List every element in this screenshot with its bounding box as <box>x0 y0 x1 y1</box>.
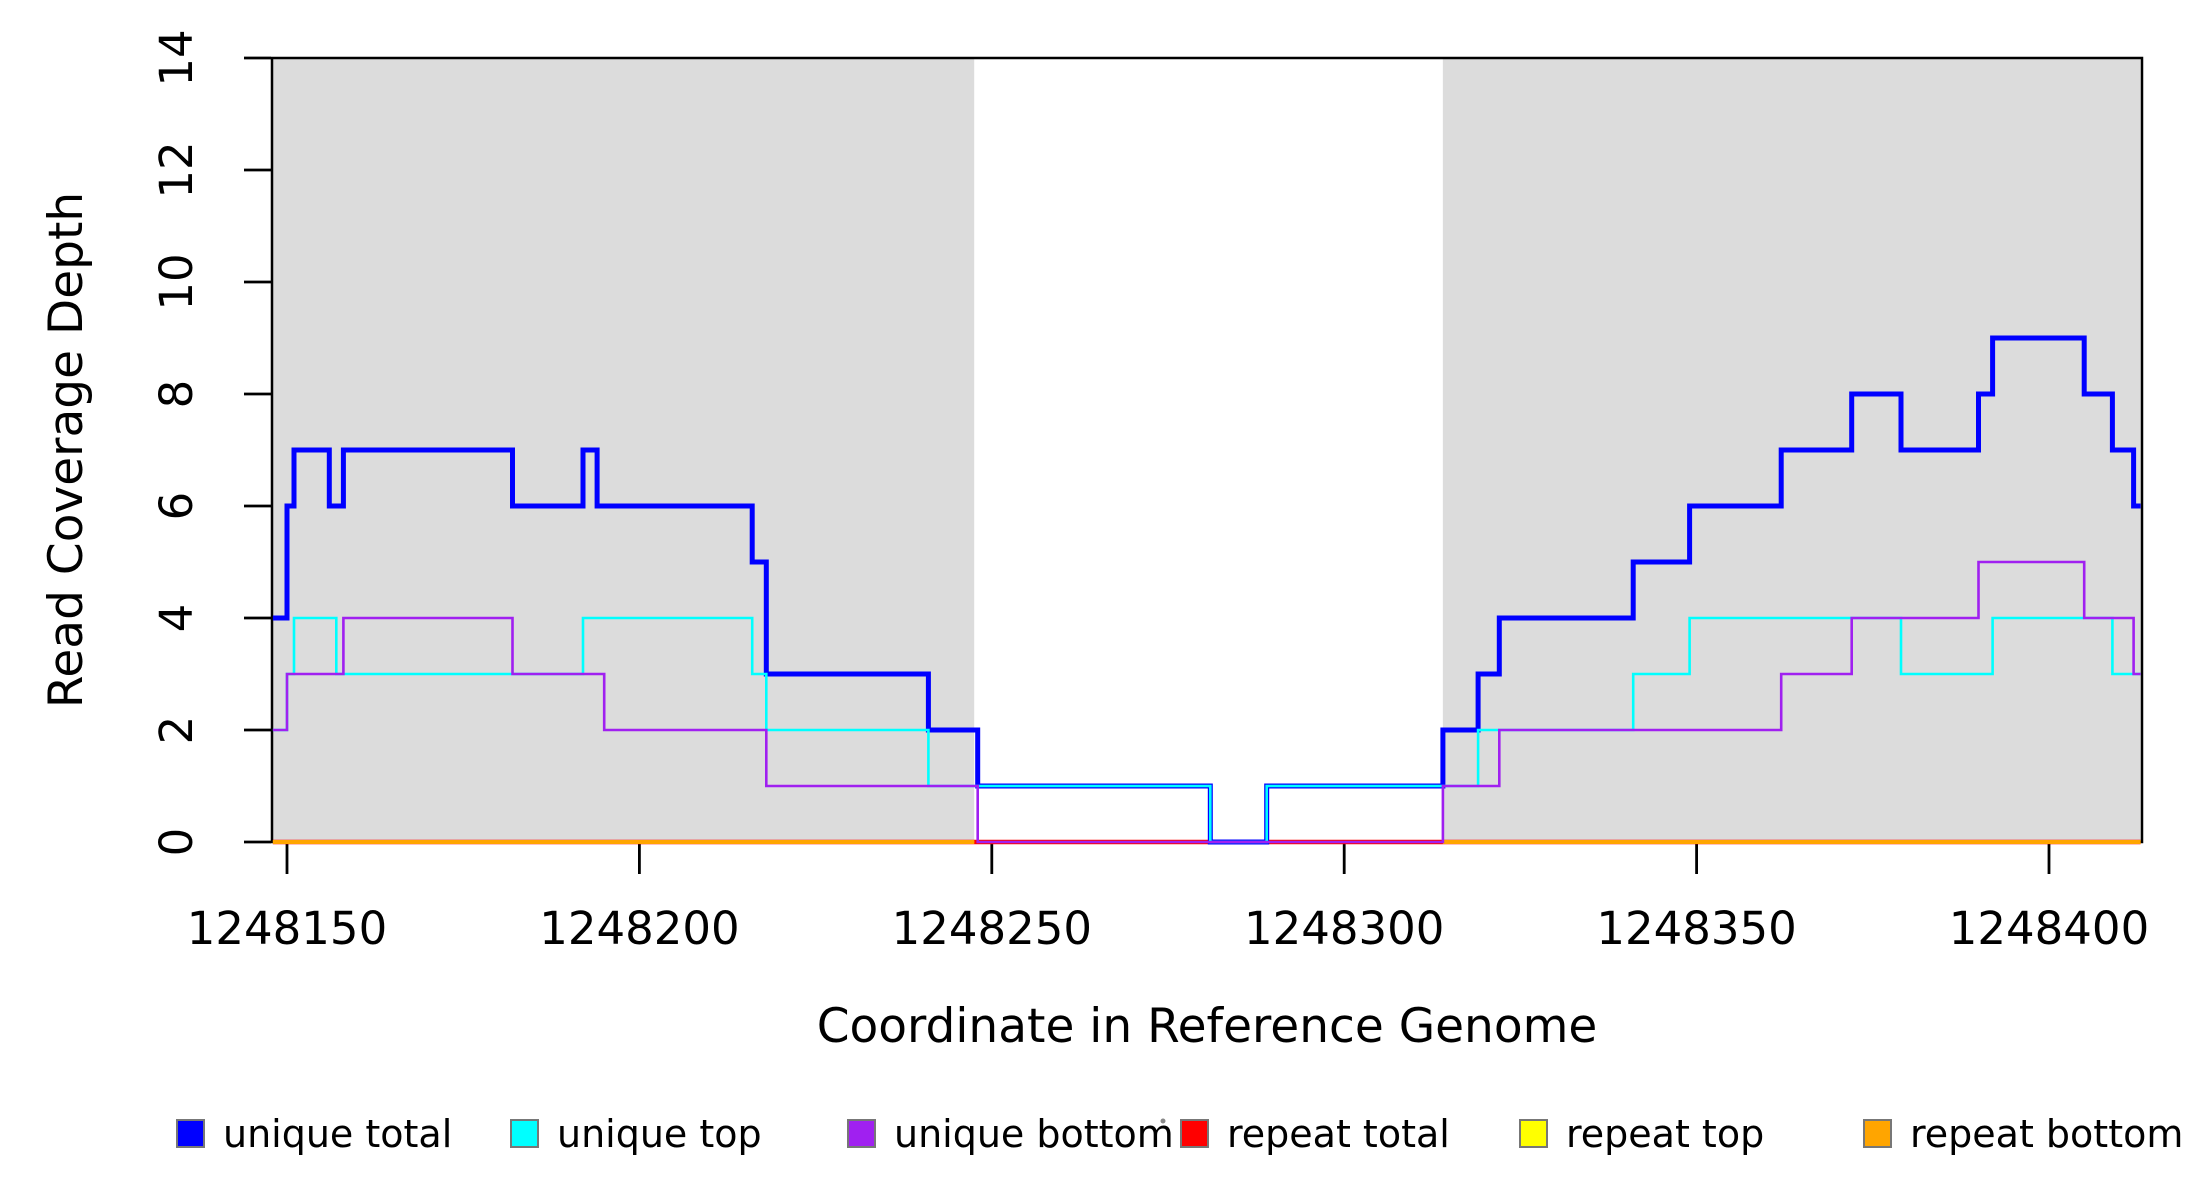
x-axis-title: Coordinate in Reference Genome <box>817 999 1598 1054</box>
series-line-unique-top <box>272 616 2141 844</box>
legend-swatch-unique-bottom <box>847 1119 876 1148</box>
legend-label-unique-top: unique top <box>557 1112 762 1156</box>
legend-label-repeat-top: repeat top <box>1566 1112 1764 1156</box>
y-tick-label: 4 <box>150 604 203 633</box>
legend-swatch-repeat-total <box>1180 1119 1209 1148</box>
legend-label-unique-bottom: unique bottom <box>894 1112 1174 1156</box>
legend-swatch-unique-top <box>510 1119 539 1148</box>
x-tick-label: 1248350 <box>1596 902 1796 955</box>
legend-item-unique-top: unique top <box>510 1112 762 1156</box>
legend-swatch-repeat-top <box>1519 1119 1548 1148</box>
y-tick-label: 10 <box>150 253 203 310</box>
legend-item-unique-total: unique total <box>176 1112 452 1156</box>
series-line-unique-bottom <box>272 560 2141 844</box>
x-tick-label: 1248300 <box>1244 902 1444 955</box>
y-axis-title: Read Coverage Depth <box>39 192 94 708</box>
y-tick-label: 2 <box>150 716 203 745</box>
legend-swatch-unique-total <box>176 1119 205 1148</box>
y-tick-label: 12 <box>150 141 203 198</box>
x-tick-label: 1248250 <box>892 902 1092 955</box>
coverage-lines <box>272 335 2141 845</box>
x-tick-label: 1248400 <box>1949 902 2149 955</box>
legend-label-repeat-total: repeat total <box>1227 1112 1450 1156</box>
legend-item-unique-bottom: unique bottom <box>847 1112 1174 1156</box>
legend-label-repeat-bottom: repeat bottom <box>1910 1112 2183 1156</box>
y-tick-label: 14 <box>150 29 203 86</box>
stray-mark-dot <box>1160 1118 1166 1124</box>
legend-item-repeat-top: repeat top <box>1519 1112 1764 1156</box>
axes: 1248150 1248200 1248250 1248300 1248350 12484… <box>150 29 2149 955</box>
legend-item-repeat-bottom: repeat bottom <box>1863 1112 2183 1156</box>
y-tick-label: 6 <box>150 492 203 521</box>
x-tick-label: 1248200 <box>539 902 739 955</box>
x-tick-label: 1248150 <box>187 902 387 955</box>
y-tick-label: 0 <box>150 828 203 857</box>
repeat-region-shading <box>272 58 2141 842</box>
legend-item-repeat-total: repeat total <box>1180 1112 1450 1156</box>
y-tick-label: 8 <box>150 380 203 409</box>
legend-swatch-repeat-bottom <box>1863 1119 1892 1148</box>
legend: unique total unique top unique bottom repea… <box>176 1112 2183 1156</box>
legend-label-unique-total: unique total <box>223 1112 452 1156</box>
